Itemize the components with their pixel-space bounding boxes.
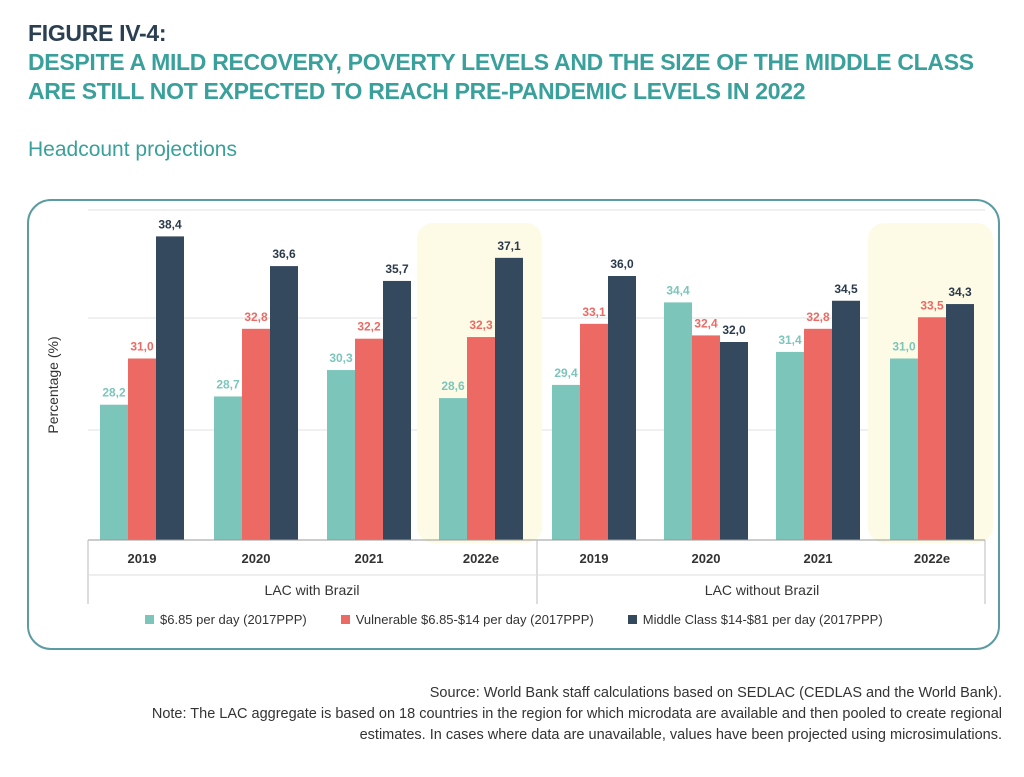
figure-title-line-2: ARE STILL NOT EXPECTED TO REACH PRE-PAND… [28, 78, 806, 104]
data-label-middle: 36,0 [610, 257, 634, 271]
bar-vulnerable [128, 358, 156, 540]
legend-item-vulnerable: Vulnerable $6.85-$14 per day (2017PPP) [340, 612, 594, 627]
bar-poor [552, 384, 580, 540]
source-note: Source: World Bank staff calculations ba… [429, 685, 1002, 701]
data-label-middle: 32,0 [722, 323, 746, 337]
data-label-middle: 38,4 [158, 217, 182, 231]
data-label-poor: 28,2 [102, 386, 126, 400]
legend-swatch-poor [145, 615, 154, 624]
group-label: LAC without Brazil [705, 582, 819, 598]
data-label-vulnerable: 32,8 [244, 310, 268, 324]
figure-title-line-1: DESPITE A MILD RECOVERY, POVERTY LEVELS … [28, 49, 974, 75]
figure-subtitle: Headcount projections [28, 138, 237, 161]
bar-poor [890, 358, 918, 540]
bar-vulnerable [692, 335, 720, 540]
bar-middle [383, 280, 411, 540]
bar-middle [608, 276, 636, 540]
data-label-poor: 30,3 [329, 351, 353, 365]
figure-label: FIGURE IV-4: [28, 20, 167, 46]
x-tick-label: 2019 [128, 551, 157, 566]
data-label-poor: 34,4 [666, 283, 690, 297]
data-label-poor: 31,4 [778, 333, 802, 347]
bar-middle [832, 300, 860, 540]
figure-notes: Source: World Bank staff calculations ba… [42, 683, 1002, 746]
x-tick-label: 2022e [463, 551, 499, 566]
bar-vulnerable [804, 328, 832, 540]
bar-poor [664, 302, 692, 540]
bar-vulnerable [355, 338, 383, 540]
note-line-2: estimates. In cases where data are unava… [359, 727, 1002, 743]
legend-swatch-vulnerable [340, 615, 350, 624]
data-label-middle: 35,7 [385, 262, 409, 276]
data-label-vulnerable: 32,4 [694, 316, 718, 330]
data-label-middle: 37,1 [497, 239, 521, 253]
bar-poor [776, 351, 804, 540]
group-label: LAC with Brazil [265, 582, 360, 598]
bar-middle [270, 266, 298, 540]
figure-title: DESPITE A MILD RECOVERY, POVERTY LEVELS … [28, 48, 988, 106]
data-label-vulnerable: 33,5 [920, 298, 944, 312]
legend-label-middle: Middle Class $14-$81 per day (2017PPP) [642, 612, 883, 627]
bar-middle [946, 304, 974, 540]
bar-middle [495, 257, 523, 540]
data-label-poor: 29,4 [554, 366, 578, 380]
data-label-poor: 31,0 [892, 340, 916, 354]
bar-vulnerable [580, 323, 608, 540]
bar-poor [100, 404, 128, 540]
legend-label-poor: $6.85 per day (2017PPP) [160, 612, 307, 627]
data-label-vulnerable: 32,2 [357, 320, 381, 334]
data-label-poor: 28,7 [216, 377, 240, 391]
bar-poor [439, 398, 467, 540]
bar-poor [327, 370, 355, 540]
data-label-vulnerable: 33,1 [582, 305, 606, 319]
bar-poor [214, 396, 242, 540]
bar-vulnerable [467, 337, 495, 540]
legend-label-vulnerable: Vulnerable $6.85-$14 per day (2017PPP) [355, 612, 594, 627]
note-line-1: Note: The LAC aggregate is based on 18 c… [151, 706, 1002, 722]
data-label-vulnerable: 32,3 [469, 318, 493, 332]
bar-middle [720, 342, 748, 540]
chart-legend: $6.85 per day (2017PPP) Vulnerable $6.85… [145, 612, 917, 627]
legend-swatch-middle [627, 615, 637, 624]
data-label-middle: 36,6 [272, 247, 296, 261]
bar-chart: 28,2 28,7 30,3 28,6 29,4 34,4 31,4 31,0 31,0 32,8… [45, 209, 993, 604]
bar-vulnerable [918, 317, 946, 540]
data-label-middle: 34,5 [834, 282, 858, 296]
chart-frame [27, 199, 1000, 650]
data-label-poor: 28,6 [441, 379, 465, 393]
data-label-vulnerable: 31,0 [130, 340, 154, 354]
x-tick-label: 2022e [914, 551, 950, 566]
legend-item-middle: Middle Class $14-$81 per day (2017PPP) [627, 612, 883, 627]
x-tick-label: 2021 [804, 551, 833, 566]
legend-item-poor: $6.85 per day (2017PPP) [145, 612, 307, 627]
data-label-middle: 34,3 [948, 285, 972, 299]
bar-middle [156, 236, 184, 540]
x-tick-label: 2021 [355, 551, 384, 566]
x-tick-label: 2020 [692, 551, 721, 566]
data-label-vulnerable: 32,8 [806, 310, 830, 324]
y-axis-label: Percentage (%) [45, 336, 61, 433]
x-tick-label: 2020 [242, 551, 271, 566]
bar-vulnerable [242, 328, 270, 540]
x-tick-label: 2019 [580, 551, 609, 566]
